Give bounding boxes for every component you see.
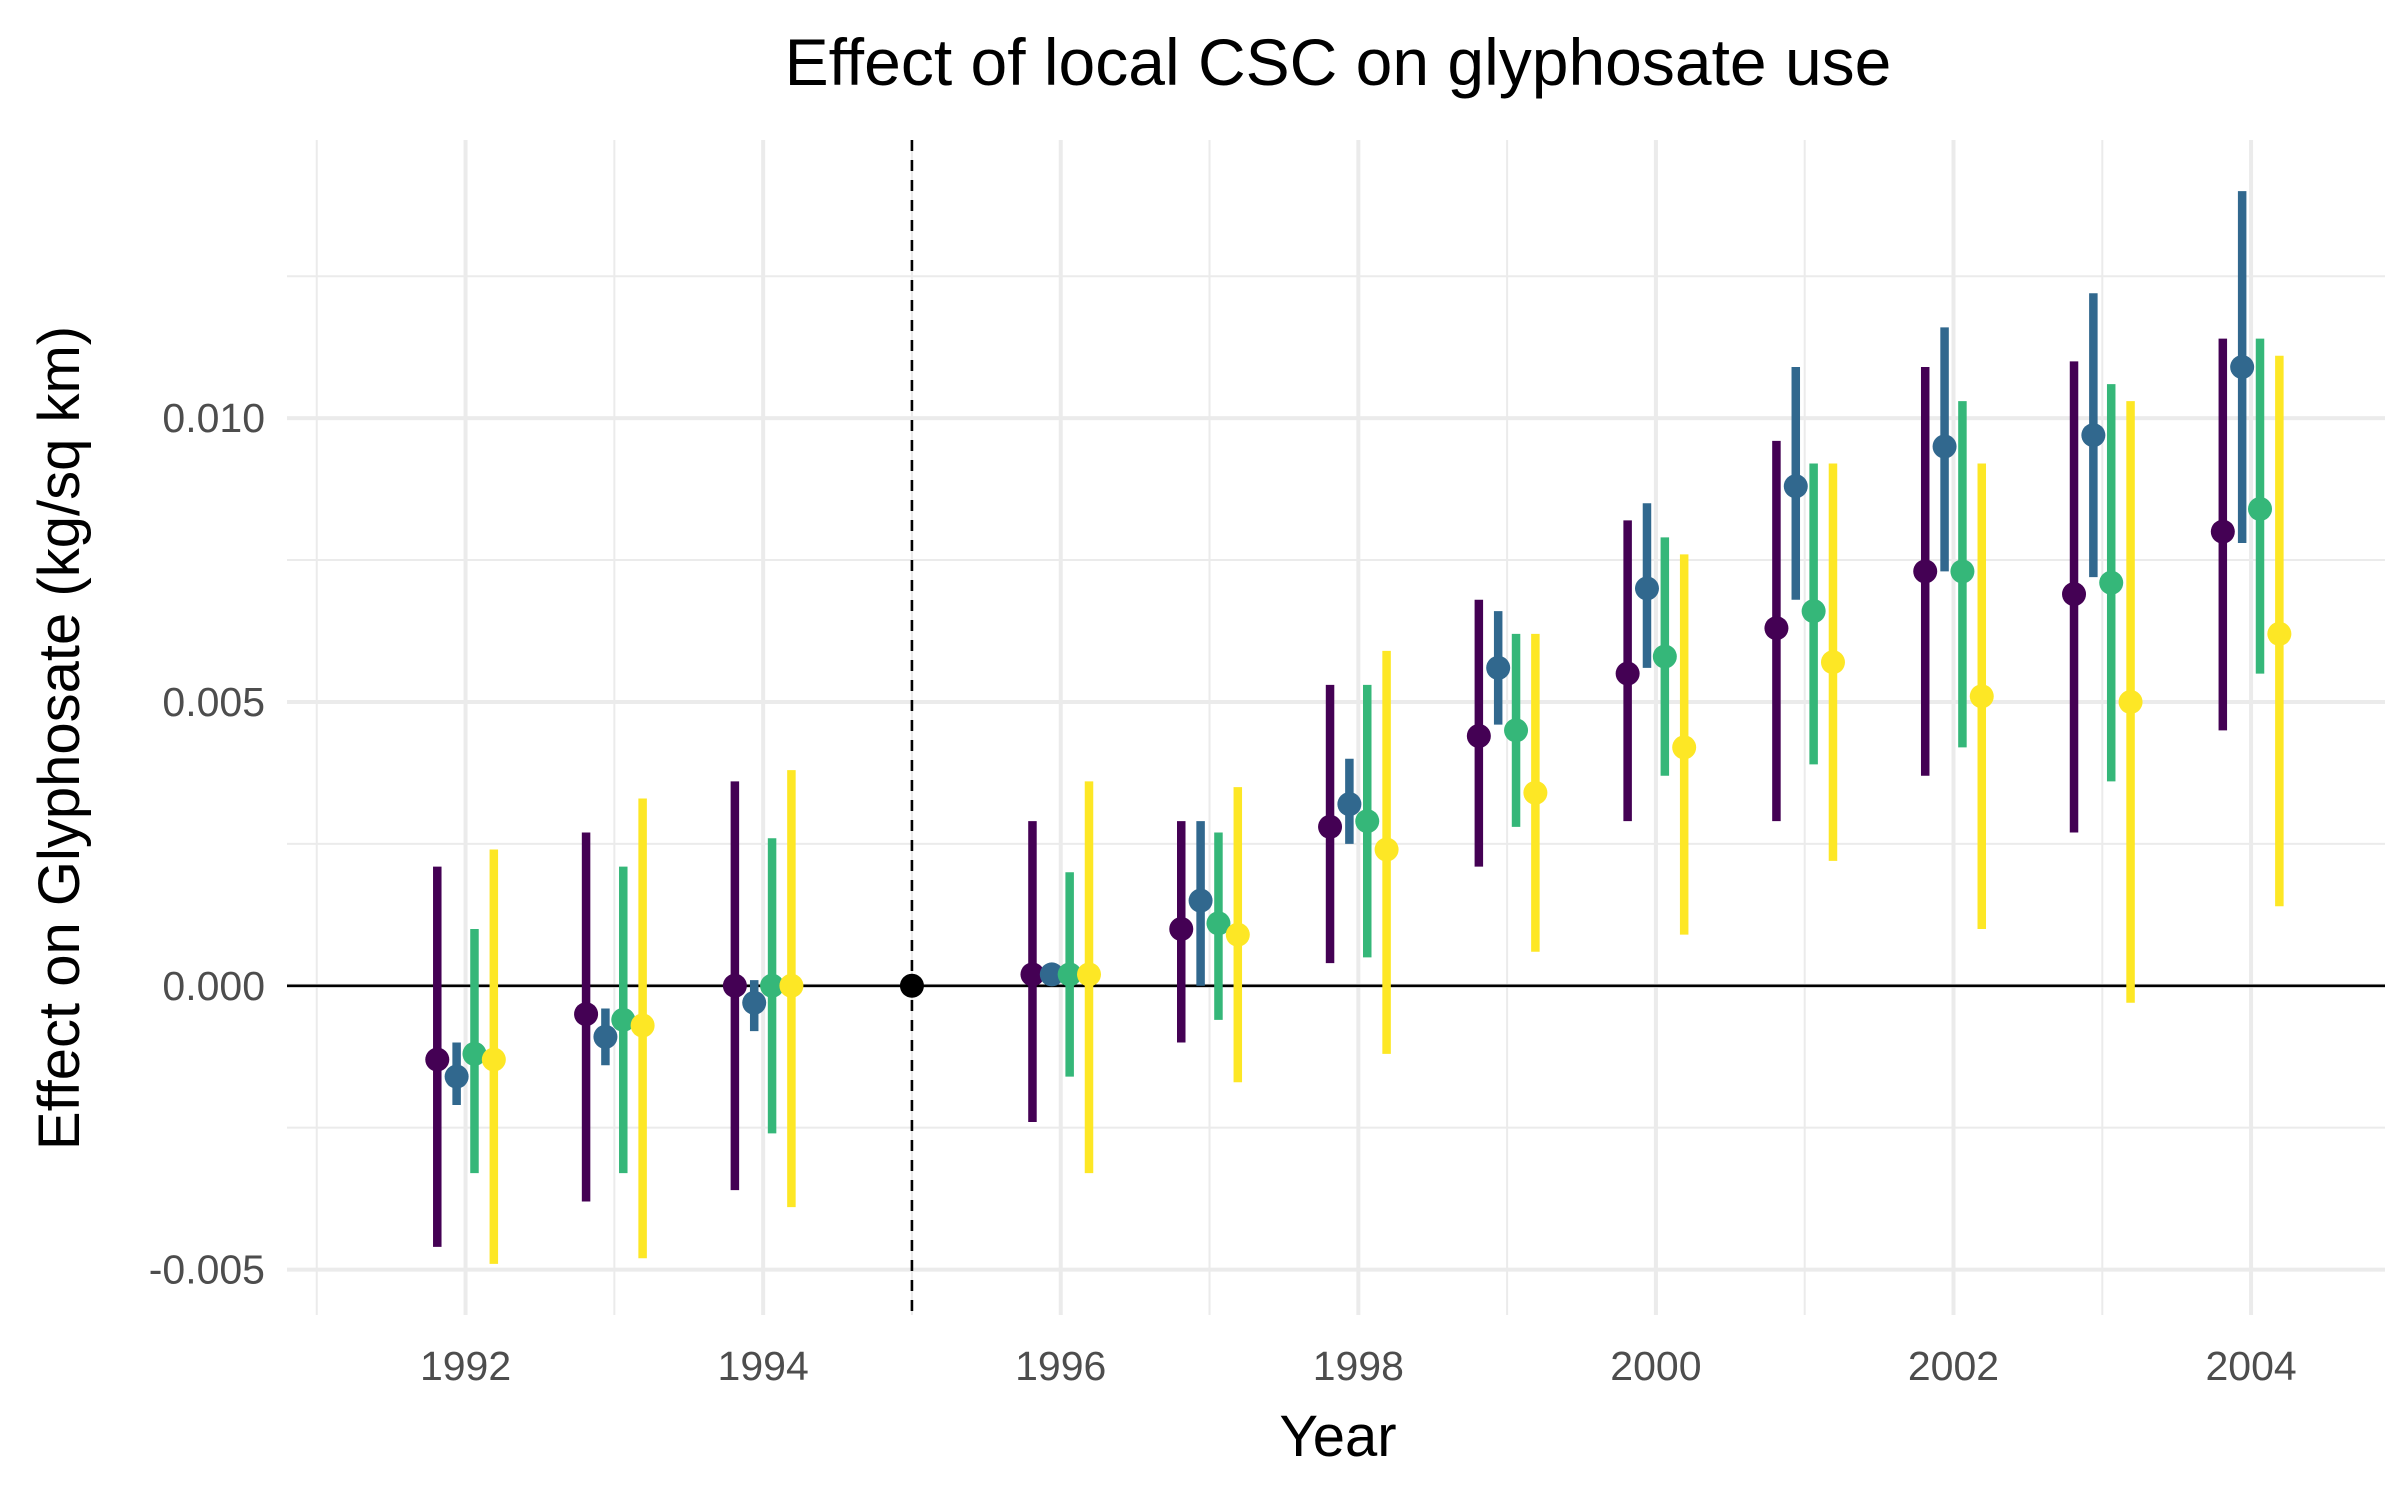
data-point bbox=[1039, 962, 1064, 987]
data-points bbox=[425, 355, 2292, 1089]
data-point bbox=[611, 1007, 636, 1032]
data-point bbox=[2118, 689, 2143, 714]
data-point bbox=[2248, 496, 2273, 521]
data-point bbox=[462, 1041, 487, 1066]
data-point bbox=[1206, 911, 1231, 936]
data-point bbox=[1615, 661, 1640, 686]
data-point bbox=[2267, 621, 2292, 646]
data-point bbox=[1634, 576, 1659, 601]
data-point bbox=[2210, 519, 2235, 544]
y-tick-label: -0.005 bbox=[149, 1247, 265, 1293]
chart-title: Effect of local CSC on glyphosate use bbox=[785, 25, 1892, 99]
data-point bbox=[1652, 644, 1677, 669]
y-tick-label: 0.000 bbox=[162, 963, 265, 1009]
data-point bbox=[1355, 809, 1380, 834]
x-tick-label: 1992 bbox=[420, 1343, 511, 1389]
data-point bbox=[1950, 559, 1975, 584]
x-tick-label: 1994 bbox=[718, 1343, 809, 1389]
grid-major bbox=[287, 140, 2385, 1315]
x-tick-label: 2004 bbox=[2205, 1343, 2296, 1389]
data-point bbox=[1486, 655, 1511, 680]
data-point bbox=[481, 1047, 506, 1072]
x-tick-label: 1996 bbox=[1015, 1343, 1106, 1389]
data-point bbox=[1318, 814, 1343, 839]
x-tick-label: 2002 bbox=[1908, 1343, 1999, 1389]
reference-lines bbox=[287, 140, 2385, 1315]
data-point bbox=[1969, 684, 1994, 709]
y-axis-title: Effect on Glyphosate (kg/sq km) bbox=[27, 326, 92, 1150]
data-point bbox=[1374, 837, 1399, 862]
data-point bbox=[2099, 570, 2124, 595]
data-point bbox=[1466, 724, 1491, 749]
data-point bbox=[1337, 792, 1362, 817]
x-tick-label: 1998 bbox=[1313, 1343, 1404, 1389]
data-point bbox=[425, 1047, 450, 1072]
reference-point bbox=[899, 973, 924, 998]
data-point bbox=[630, 1013, 655, 1038]
data-point bbox=[1913, 559, 1938, 584]
data-point bbox=[742, 990, 767, 1015]
data-point bbox=[722, 973, 747, 998]
x-tick-label: 2000 bbox=[1610, 1343, 1701, 1389]
data-point bbox=[593, 1024, 618, 1049]
y-tick-label: 0.005 bbox=[162, 679, 265, 725]
data-point bbox=[1169, 917, 1194, 942]
data-point bbox=[1077, 962, 1102, 987]
data-point bbox=[2081, 423, 2106, 448]
data-point bbox=[2062, 582, 2087, 607]
data-point bbox=[1783, 474, 1808, 499]
data-point bbox=[1932, 434, 1957, 459]
data-point bbox=[1764, 616, 1789, 641]
y-tick-labels: -0.005 0.000 0.005 0.010 bbox=[149, 395, 265, 1292]
data-point bbox=[1801, 599, 1826, 624]
y-tick-label: 0.010 bbox=[162, 395, 265, 441]
data-point bbox=[1020, 962, 1045, 987]
x-axis-title: Year bbox=[1279, 1404, 1396, 1469]
data-point bbox=[574, 1002, 599, 1027]
data-point bbox=[444, 1064, 469, 1089]
data-point bbox=[1057, 962, 1082, 987]
data-point bbox=[1225, 922, 1250, 947]
data-point bbox=[779, 973, 804, 998]
data-point bbox=[760, 973, 785, 998]
data-point bbox=[1672, 735, 1697, 760]
data-point bbox=[2230, 355, 2255, 380]
data-point bbox=[1523, 780, 1548, 805]
data-point bbox=[1504, 718, 1529, 743]
data-point bbox=[1820, 650, 1845, 675]
data-point bbox=[1188, 888, 1213, 913]
x-tick-labels: 1992 1994 1996 1998 2000 2002 2004 bbox=[420, 1343, 2297, 1389]
